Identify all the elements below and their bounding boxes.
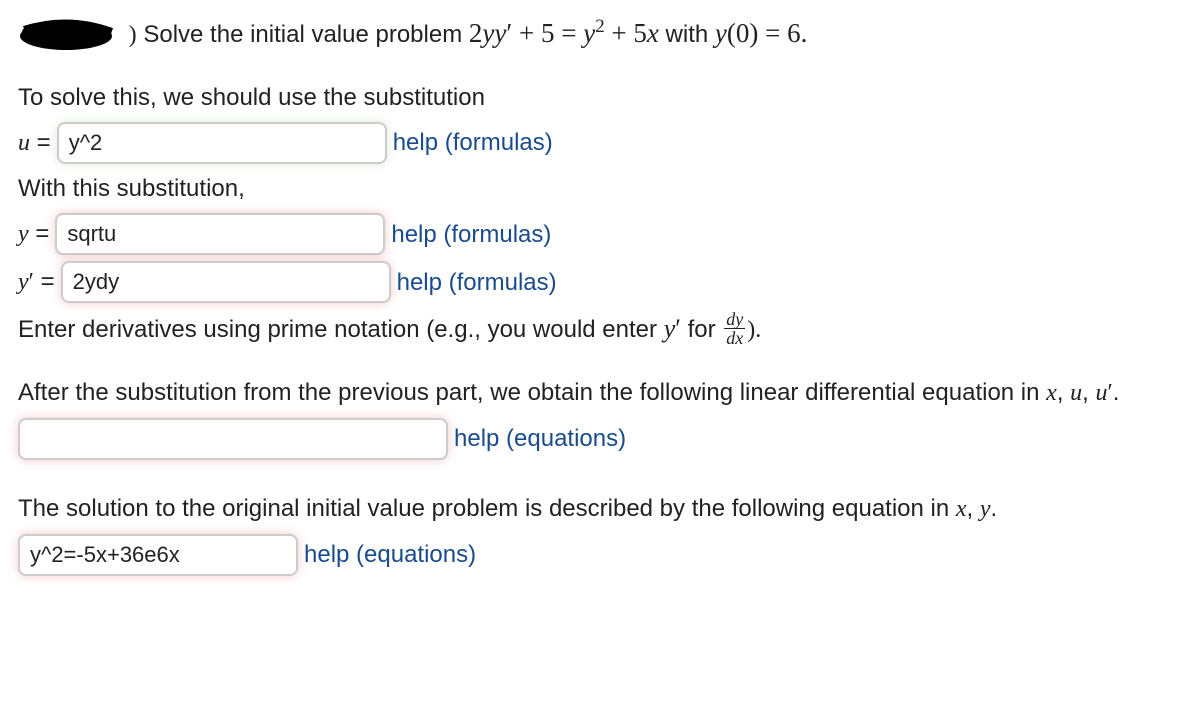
input-solution[interactable] (18, 534, 298, 576)
derivative-note: Enter derivatives using prime notation (… (18, 309, 1174, 349)
substitution-intro: To solve this, we should use the substit… (18, 79, 1174, 116)
derivative-note-yprime: y′ (664, 314, 681, 343)
help-linear-eq[interactable]: help (equations) (454, 420, 626, 457)
label-u: u = (18, 124, 51, 162)
derivative-note-for: for (688, 316, 716, 343)
solution-intro: The solution to the original initial val… (18, 490, 1174, 528)
help-u[interactable]: help (formulas) (393, 124, 553, 161)
row-solution: help (equations) (18, 534, 1174, 576)
row-yprime: y′ = help (formulas) (18, 261, 1174, 303)
help-solution[interactable]: help (equations) (304, 536, 476, 573)
input-y[interactable] (55, 213, 385, 255)
fraction-dy-dx: dydx (724, 310, 745, 347)
input-linear-eq[interactable] (18, 418, 448, 460)
redaction-scribble (18, 19, 116, 53)
prompt-ic: y(0) = 6. (715, 18, 807, 48)
prompt-equation: 2yy′ + 5 = y2 + 5x (469, 18, 659, 48)
prompt-with: with (666, 21, 709, 48)
with-substitution: With this substitution, (18, 170, 1174, 207)
derivative-note-post: ). (747, 317, 761, 343)
linear-intro: After the substitution from the previous… (18, 374, 1174, 412)
help-y[interactable]: help (formulas) (391, 216, 551, 253)
label-y: y = (18, 215, 49, 253)
problem-statement: ) Solve the initial value problem 2yy′ +… (18, 12, 1174, 55)
row-y: y = help (formulas) (18, 213, 1174, 255)
derivative-note-pre: Enter derivatives using prime notation (… (18, 316, 657, 343)
label-yprime: y′ = (18, 263, 55, 301)
help-yprime[interactable]: help (formulas) (397, 264, 557, 301)
row-u: u = help (formulas) (18, 122, 1174, 164)
input-u[interactable] (57, 122, 387, 164)
prompt-lead: Solve the initial value problem (143, 21, 462, 48)
input-yprime[interactable] (61, 261, 391, 303)
row-linear-eq: help (equations) (18, 418, 1174, 460)
